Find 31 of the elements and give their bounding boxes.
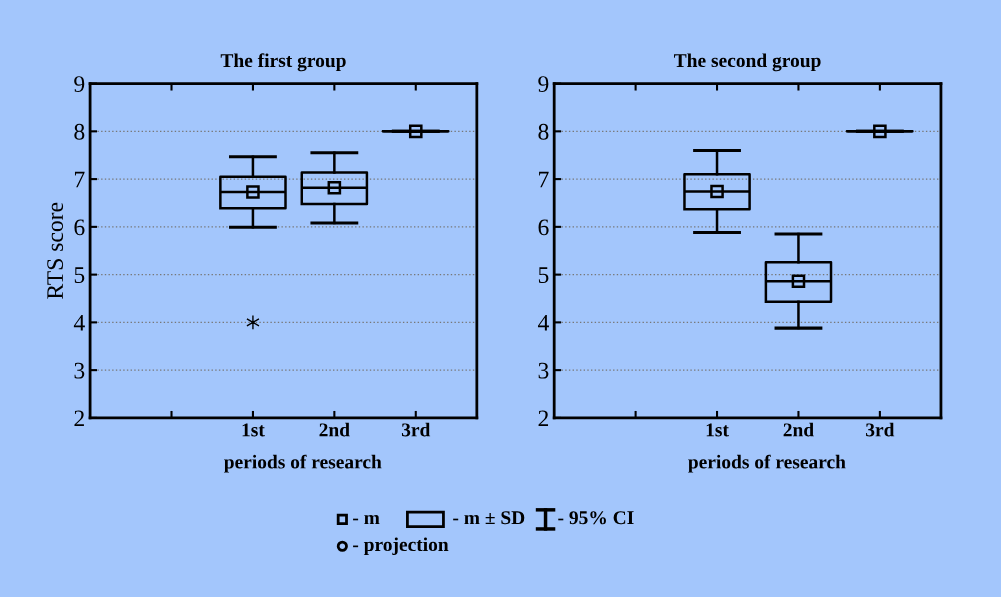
x-tick-label: 2nd xyxy=(319,422,350,437)
y-tick-label: 5 xyxy=(538,267,549,284)
x-tick-label: 3rd xyxy=(866,422,895,437)
text: - m ± SD xyxy=(453,511,525,525)
y-tick-label: 9 xyxy=(74,76,85,92)
chart-title: The second group xyxy=(674,53,821,72)
x-tick-label: 2nd xyxy=(783,422,814,437)
y-tick-label: 6 xyxy=(538,219,549,236)
x-tick-label: 1st xyxy=(242,423,265,437)
y-tick-label: 8 xyxy=(538,123,549,140)
text: - projection xyxy=(353,537,449,556)
chart-title: The first group xyxy=(220,53,346,72)
text: - m xyxy=(353,514,380,525)
y-tick-label: 4 xyxy=(73,315,85,331)
y-tick-label: 9 xyxy=(538,76,549,92)
y-tick-label: 7 xyxy=(74,171,85,188)
y-tick-label: 2 xyxy=(538,410,549,427)
text: - 95% CI xyxy=(558,511,634,525)
y-tick-label: 4 xyxy=(537,315,549,331)
y-tick-label: 6 xyxy=(74,219,85,236)
x-axis-title: periods of research xyxy=(688,454,846,473)
x-tick-label: 1st xyxy=(706,423,729,437)
y-tick-label: 3 xyxy=(74,362,85,379)
y-tick-label: 5 xyxy=(74,267,85,284)
y-axis-title: RTS score xyxy=(47,202,64,299)
x-tick-label: 3rd xyxy=(401,422,431,437)
y-tick-label: 7 xyxy=(539,171,549,188)
y-tick-label: 8 xyxy=(74,123,85,140)
x-axis-title: periods of research xyxy=(224,454,382,473)
y-tick-label: 2 xyxy=(74,410,84,427)
y-tick-label: 3 xyxy=(538,362,549,379)
